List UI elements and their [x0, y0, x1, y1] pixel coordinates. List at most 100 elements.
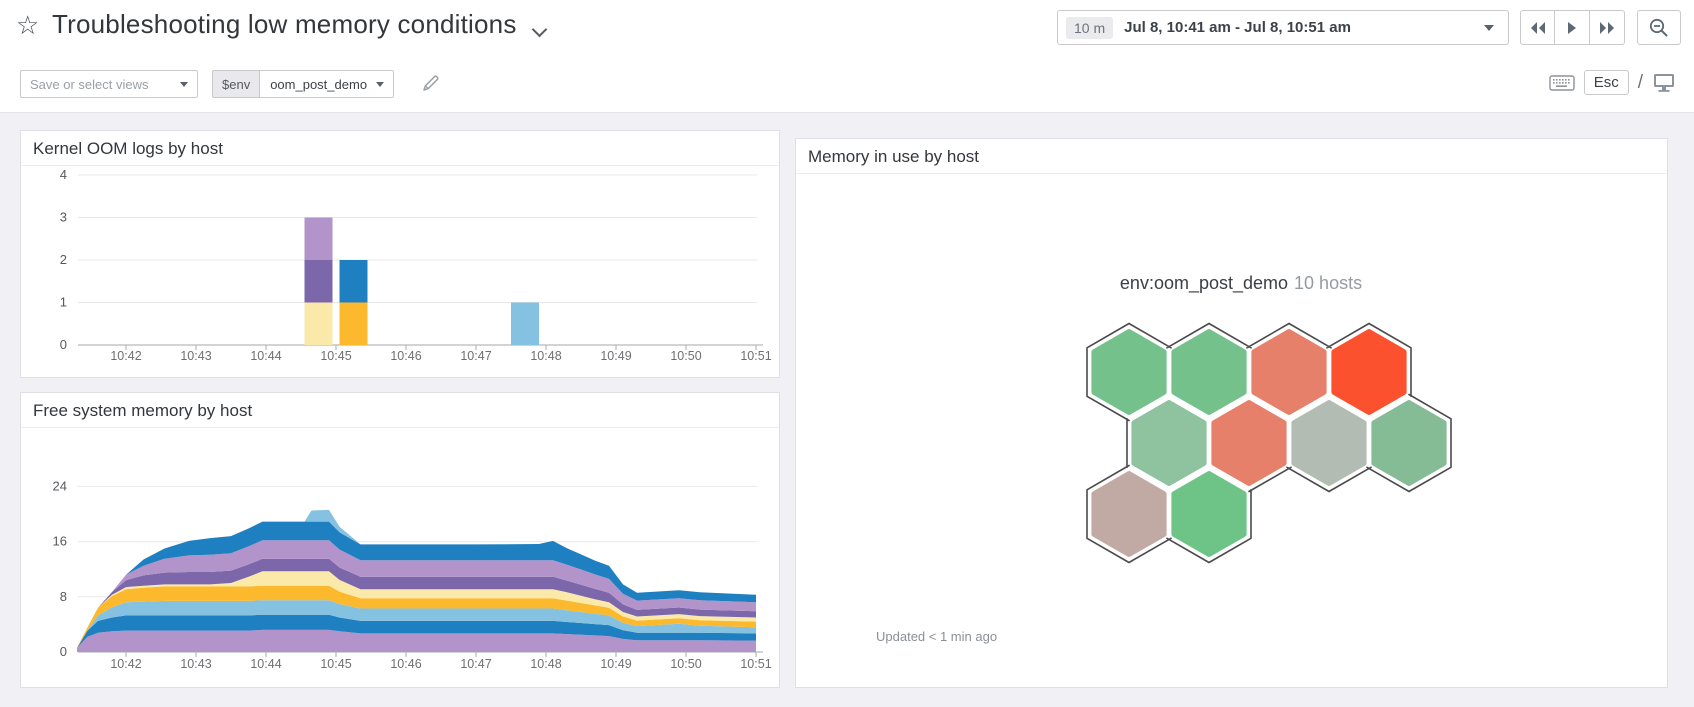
host-hexagon[interactable] — [1091, 471, 1167, 557]
keyboard-icon — [1549, 74, 1575, 91]
svg-text:10:49: 10:49 — [600, 657, 631, 671]
time-nav-buttons — [1520, 10, 1625, 45]
template-variable-name: $env — [212, 70, 261, 98]
free-memory-area-host-8[interactable] — [77, 521, 756, 648]
views-caret-icon — [180, 81, 188, 87]
views-select-placeholder: Save or select views — [30, 76, 149, 92]
svg-text:10:44: 10:44 — [250, 657, 281, 671]
oom-log-bar-segment[interactable] — [304, 217, 333, 261]
host-hexagon[interactable] — [1131, 400, 1207, 486]
host-hexagon[interactable] — [1091, 329, 1167, 415]
time-backward-button[interactable] — [1520, 10, 1555, 45]
svg-text:0: 0 — [60, 337, 67, 352]
hexmap-scope-label: env:oom_post_demo — [1119, 273, 1289, 293]
host-hexagon[interactable] — [1371, 400, 1447, 486]
host-hexmap[interactable] — [796, 175, 1667, 635]
svg-text:16: 16 — [53, 534, 67, 549]
svg-text:10:46: 10:46 — [390, 349, 421, 363]
svg-text:10:45: 10:45 — [320, 657, 351, 671]
host-hexagon[interactable] — [1171, 471, 1247, 557]
svg-text:10:47: 10:47 — [460, 657, 491, 671]
play-icon — [1568, 21, 1576, 34]
slash-key-hint: / — [1637, 71, 1643, 93]
time-range-selector[interactable]: 10 m Jul 8, 10:41 am - Jul 8, 10:51 am — [1057, 10, 1509, 45]
oom-logs-bar-chart[interactable]: 0 1 2 3 4 10:42 10:43 10:44 10:45 10:46 10:47 10:48… — [21, 166, 779, 377]
monitor-icon[interactable] — [1652, 73, 1676, 93]
template-variable-value: oom_post_demo — [270, 76, 368, 92]
svg-text:10:50: 10:50 — [670, 657, 701, 671]
time-range-label: Jul 8, 10:41 am - Jul 8, 10:51 am — [1124, 19, 1351, 36]
hexmap-group-label: env:oom_post_demo 10 hosts — [1120, 273, 1362, 294]
svg-text:10:42: 10:42 — [110, 349, 141, 363]
rewind-icon — [1530, 21, 1545, 34]
zoom-out-button[interactable] — [1637, 10, 1681, 45]
svg-text:4: 4 — [60, 167, 67, 182]
host-hexagon[interactable] — [1291, 400, 1367, 486]
svg-text:10:48: 10:48 — [530, 657, 561, 671]
dashboard-grid: Kernel OOM logs by host 0 1 2 3 4 10:42 10:43 1… — [0, 113, 1694, 707]
panel-title: Memory in use by host — [796, 139, 1667, 174]
oom-log-bar-segment[interactable] — [511, 302, 539, 346]
svg-text:10:43: 10:43 — [180, 349, 211, 363]
host-hexagon[interactable] — [1251, 329, 1327, 415]
panel-kernel-oom-logs: Kernel OOM logs by host 0 1 2 3 4 10:42 10:43 1… — [20, 130, 780, 378]
panel-free-system-memory: Free system memory by host 0 8 16 24 10:42 10… — [20, 392, 780, 688]
host-hexagon[interactable] — [1331, 329, 1407, 415]
svg-text:10:42: 10:42 — [110, 657, 141, 671]
time-forward-button[interactable] — [1590, 10, 1625, 45]
panel-title: Free system memory by host — [21, 393, 779, 428]
svg-text:24: 24 — [53, 478, 67, 493]
template-variable-select[interactable]: oom_post_demo — [260, 70, 395, 98]
dashboard-title: Troubleshooting low memory conditions — [52, 9, 517, 39]
oom-log-bar-segment[interactable] — [304, 260, 333, 303]
svg-text:10:43: 10:43 — [180, 657, 211, 671]
favorite-star-icon[interactable]: ☆ — [16, 10, 40, 40]
svg-text:0: 0 — [60, 644, 67, 659]
svg-text:10:45: 10:45 — [320, 349, 351, 363]
host-hexagon[interactable] — [1171, 329, 1247, 415]
free-memory-area-host-1[interactable] — [77, 629, 756, 652]
header-bar: ☆ Troubleshooting low memory conditions … — [0, 0, 1694, 56]
svg-text:8: 8 — [60, 589, 67, 604]
svg-text:10:51: 10:51 — [740, 349, 771, 363]
updated-timestamp: Updated < 1 min ago — [876, 629, 998, 644]
free-memory-area-host-3[interactable] — [77, 600, 756, 648]
esc-key-hint: Esc — [1583, 70, 1629, 95]
free-memory-area-host-2[interactable] — [77, 614, 756, 648]
free-memory-area-host-4[interactable] — [77, 585, 756, 648]
svg-text:2: 2 — [60, 252, 67, 267]
keyboard-hints: Esc / — [1549, 70, 1676, 95]
time-preset-badge: 10 m — [1066, 16, 1114, 39]
svg-text:10:44: 10:44 — [250, 349, 281, 363]
svg-text:10:49: 10:49 — [600, 349, 631, 363]
svg-text:10:47: 10:47 — [460, 349, 491, 363]
free-memory-area-host-6[interactable] — [77, 558, 756, 648]
free-memory-area-host-7[interactable] — [77, 540, 756, 648]
header-divider — [0, 112, 1694, 113]
hexmap-host-count: 10 hosts — [1294, 273, 1363, 293]
template-variable-group: $env oom_post_demo — [212, 70, 395, 98]
time-play-button[interactable] — [1555, 10, 1590, 45]
svg-text:1: 1 — [60, 295, 67, 310]
toolbar: Save or select views $env oom_post_demo — [0, 56, 1694, 112]
panel-title: Kernel OOM logs by host — [21, 131, 779, 166]
fast-forward-icon — [1600, 21, 1614, 34]
svg-text:10:50: 10:50 — [670, 349, 701, 363]
oom-log-bar-segment[interactable] — [304, 302, 333, 346]
oom-log-bar-segment[interactable] — [339, 260, 368, 303]
panel-memory-in-use: Memory in use by host env:oom_post_demo 1… — [795, 138, 1668, 688]
edit-template-variables-button[interactable] — [422, 74, 440, 97]
magnifier-minus-icon — [1649, 18, 1668, 36]
free-memory-area-chart[interactable]: 0 8 16 24 10:42 10:43 10:44 10:45 10:46 10:47 10:4… — [21, 428, 779, 687]
template-variable-caret-icon — [376, 81, 385, 87]
svg-text:10:46: 10:46 — [390, 657, 421, 671]
title-chevron-down-icon[interactable] — [533, 24, 547, 38]
host-hexagon[interactable] — [1211, 400, 1287, 486]
views-select[interactable]: Save or select views — [20, 70, 198, 98]
svg-text:10:48: 10:48 — [530, 349, 561, 363]
svg-text:3: 3 — [60, 210, 67, 225]
pencil-icon — [423, 75, 439, 91]
oom-log-bar-segment[interactable] — [339, 302, 368, 346]
time-caret-icon — [1484, 24, 1494, 31]
svg-text:10:51: 10:51 — [740, 657, 771, 671]
